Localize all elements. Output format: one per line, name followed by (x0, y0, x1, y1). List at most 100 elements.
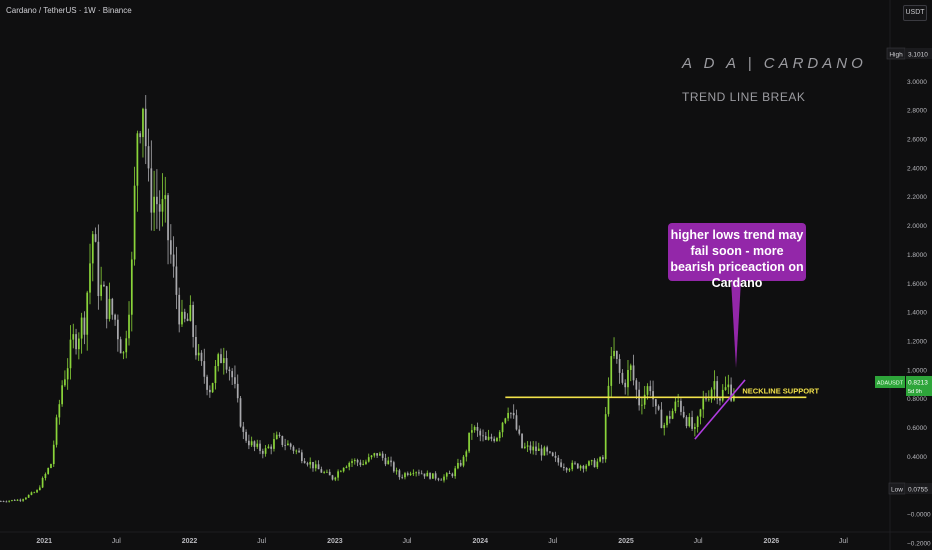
candle-body (292, 446, 295, 451)
neckline-support[interactable]: NECKLINE SUPPORT (505, 386, 819, 399)
candle-body (86, 292, 89, 335)
candle-body (172, 254, 175, 267)
candle-body (512, 412, 515, 416)
candle-body (236, 383, 239, 399)
x-tick-label: Jul (694, 538, 703, 545)
candle-body (122, 352, 125, 354)
candle-body (278, 434, 281, 436)
candle-body (384, 457, 387, 465)
candle-body (353, 460, 356, 462)
candle-body (150, 168, 153, 213)
candle-body (108, 298, 111, 319)
candle-body (362, 463, 365, 465)
candle-body (300, 452, 303, 462)
low-label: Low (891, 487, 903, 494)
higher-lows-trendline[interactable] (694, 379, 746, 440)
candle-body (225, 358, 228, 370)
candle-body (250, 441, 253, 446)
candle-body (501, 422, 504, 433)
candle-body (19, 499, 22, 501)
candle-body (156, 196, 158, 205)
candle-body (197, 352, 200, 356)
x-tick-label: 2026 (764, 538, 780, 545)
y-tick-label: −0.2000 (907, 541, 931, 548)
candle-body (549, 451, 551, 453)
candle-body (231, 371, 234, 378)
candle-body (111, 298, 114, 315)
candle-body (582, 465, 585, 469)
candle-body (627, 370, 629, 388)
x-tick-label: Jul (548, 538, 557, 545)
x-tick-label: 2024 (472, 538, 488, 545)
candle-body (69, 339, 72, 369)
candle-body (674, 401, 677, 412)
candle-body (61, 385, 63, 405)
candle-body (643, 394, 646, 405)
y-axis: 3.20003.00002.80002.60002.40002.20002.00… (907, 50, 931, 548)
candle-body (147, 146, 150, 169)
candle-body (521, 433, 523, 448)
candle-body (119, 339, 122, 354)
currency-button[interactable]: USDT (903, 5, 927, 21)
candle-body (55, 417, 58, 445)
candle-body (348, 462, 351, 467)
candle-body (652, 391, 654, 400)
candle-body (5, 501, 8, 503)
candle-body (91, 234, 94, 264)
candle-body (677, 400, 680, 402)
candle-body (646, 386, 649, 395)
candle-body (423, 473, 426, 477)
candle-body (295, 450, 298, 452)
candle-body (688, 417, 691, 427)
candle-body (367, 457, 370, 462)
x-axis: 2021 Jul 2022 Jul 2023 Jul 2024 Jul 2025 Jul 2026 J… (36, 538, 848, 545)
x-tick-label: 2025 (618, 538, 634, 545)
candle-body (602, 457, 604, 460)
candle-body (340, 471, 342, 473)
candle-body (351, 461, 353, 463)
candle-body (526, 445, 529, 447)
candle-body (395, 470, 398, 472)
candle-body (660, 409, 663, 429)
candle-body (136, 133, 139, 186)
candle-body (694, 427, 696, 429)
candle-body (613, 350, 615, 357)
candle-body (376, 453, 378, 456)
candle-body (663, 425, 666, 429)
y-tick-label: 2.2000 (907, 194, 927, 201)
candle-body (306, 463, 309, 465)
candle-body (565, 467, 568, 471)
candle-body (309, 461, 312, 465)
candle-body (234, 377, 236, 384)
y-tick-label: 0.4000 (907, 454, 927, 461)
candle-body (100, 284, 103, 297)
candle-body (181, 311, 183, 325)
candle-body (406, 473, 409, 476)
candle-body (666, 416, 668, 426)
y-tick-label: 1.8000 (907, 252, 927, 259)
candle-body (139, 133, 142, 138)
candle-body (610, 356, 613, 386)
candle-body (554, 455, 557, 458)
candle-body (356, 460, 359, 463)
candle-body (217, 354, 220, 367)
callout-note[interactable]: higher lows trend may fail soon - more b… (668, 223, 806, 290)
candle-body (83, 317, 86, 335)
candle-body (259, 443, 261, 451)
x-tick-label: 2022 (182, 538, 198, 545)
annotation-title: A D A | CARDANO (682, 55, 867, 72)
candle-body (387, 460, 390, 465)
candle-body (702, 398, 705, 410)
candle-body (632, 365, 635, 381)
high-value: 3.1010 (908, 52, 928, 59)
candle-body (97, 241, 100, 297)
candle-body (576, 463, 579, 469)
candle-body (25, 497, 27, 500)
candle-body (334, 477, 337, 480)
callout-pointer (731, 280, 741, 368)
candle-body (317, 464, 320, 470)
candle-body (543, 447, 546, 456)
candle-body (733, 395, 735, 401)
candle-body (409, 473, 412, 476)
